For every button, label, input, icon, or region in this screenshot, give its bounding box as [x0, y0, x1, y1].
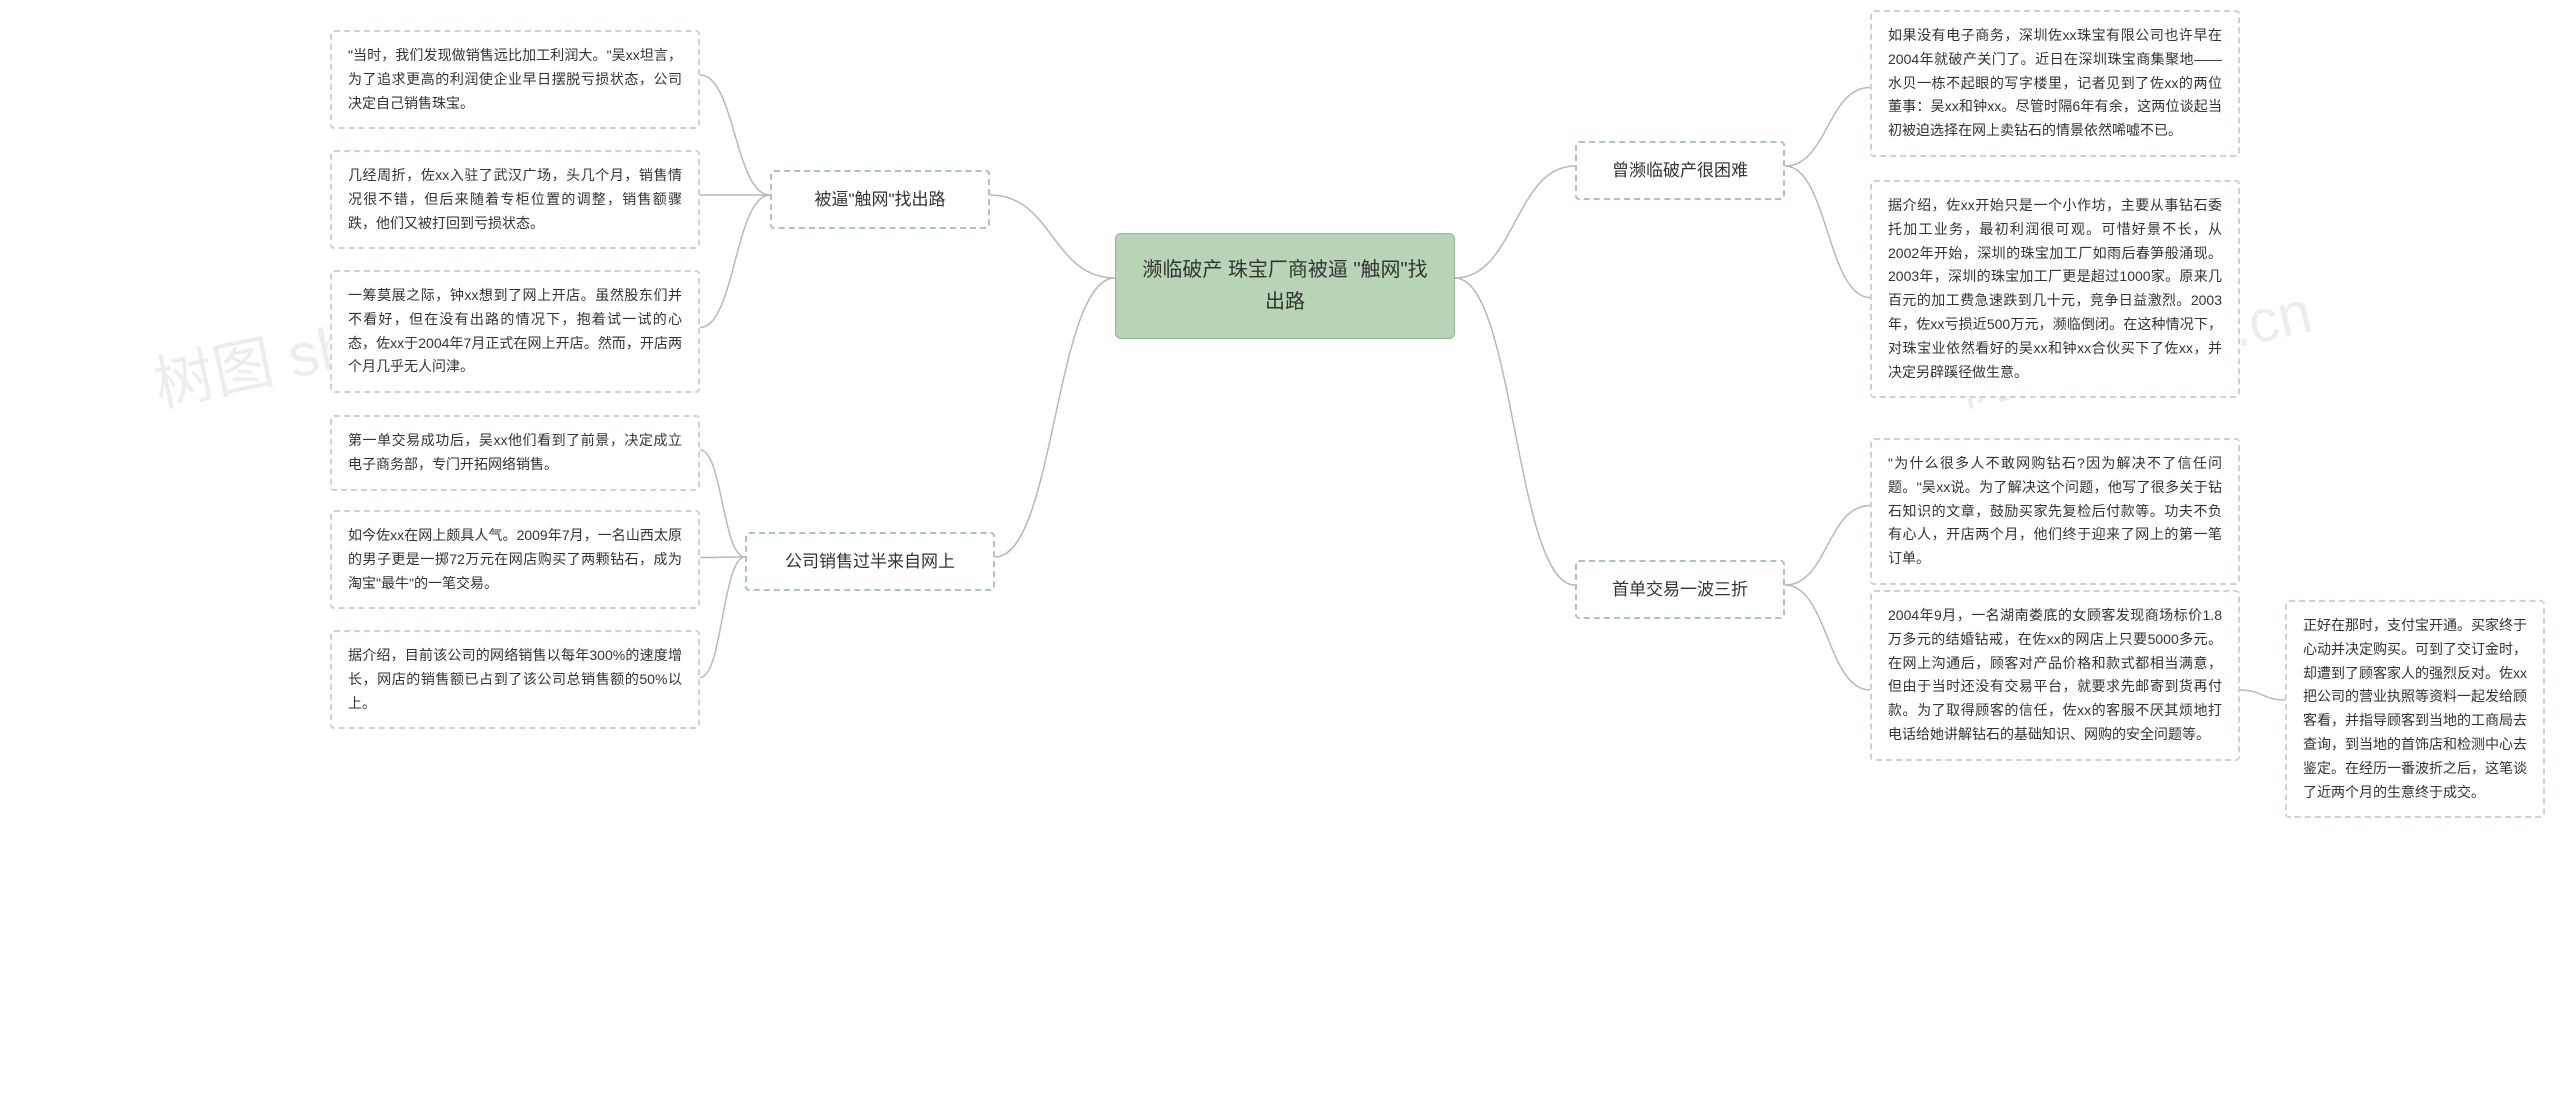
mindmap-leaf: 如今佐xx在网上颇具人气。2009年7月，一名山西太原的男子更是一掷72万元在网…: [330, 510, 700, 609]
mindmap-leaf: 2004年9月，一名湖南娄底的女顾客发现商场标价1.8万多元的结婚钻戒，在佐xx…: [1870, 590, 2240, 761]
mindmap-leaf: 如果没有电子商务，深圳佐xx珠宝有限公司也许早在2004年就破产关门了。近日在深…: [1870, 10, 2240, 157]
mindmap-leaf: 一筹莫展之际，钟xx想到了网上开店。虽然股东们并不看好，但在没有出路的情况下，抱…: [330, 270, 700, 393]
mindmap-root: 濒临破产 珠宝厂商被逼 "触网"找出路: [1115, 233, 1455, 339]
mindmap-leaf: 据介绍，目前该公司的网络销售以每年300%的速度增长，网店的销售额已占到了该公司…: [330, 630, 700, 729]
mindmap-leaf: "为什么很多人不敢网购钻石?因为解决不了信任问题。"吴xx说。为了解决这个问题，…: [1870, 438, 2240, 585]
mindmap-branch: 首单交易一波三折: [1575, 560, 1785, 619]
mindmap-leaf: "当时，我们发现做销售远比加工利润大。"吴xx坦言，为了追求更高的利润使企业早日…: [330, 30, 700, 129]
mindmap-leaf: 几经周折，佐xx入驻了武汉广场，头几个月，销售情况很不错，但后来随着专柜位置的调…: [330, 150, 700, 249]
mindmap-leaf: 第一单交易成功后，吴xx他们看到了前景，决定成立电子商务部，专门开拓网络销售。: [330, 415, 700, 491]
mindmap-branch: 曾濒临破产很困难: [1575, 141, 1785, 200]
mindmap-branch: 被逼"触网"找出路: [770, 170, 990, 229]
mindmap-branch: 公司销售过半来自网上: [745, 532, 995, 591]
mindmap-leaf: 据介绍，佐xx开始只是一个小作坊，主要从事钻石委托加工业务，最初利润很可观。可惜…: [1870, 180, 2240, 398]
mindmap-leaf: 正好在那时，支付宝开通。买家终于心动并决定购买。可到了交订金时，却遭到了顾客家人…: [2285, 600, 2545, 818]
